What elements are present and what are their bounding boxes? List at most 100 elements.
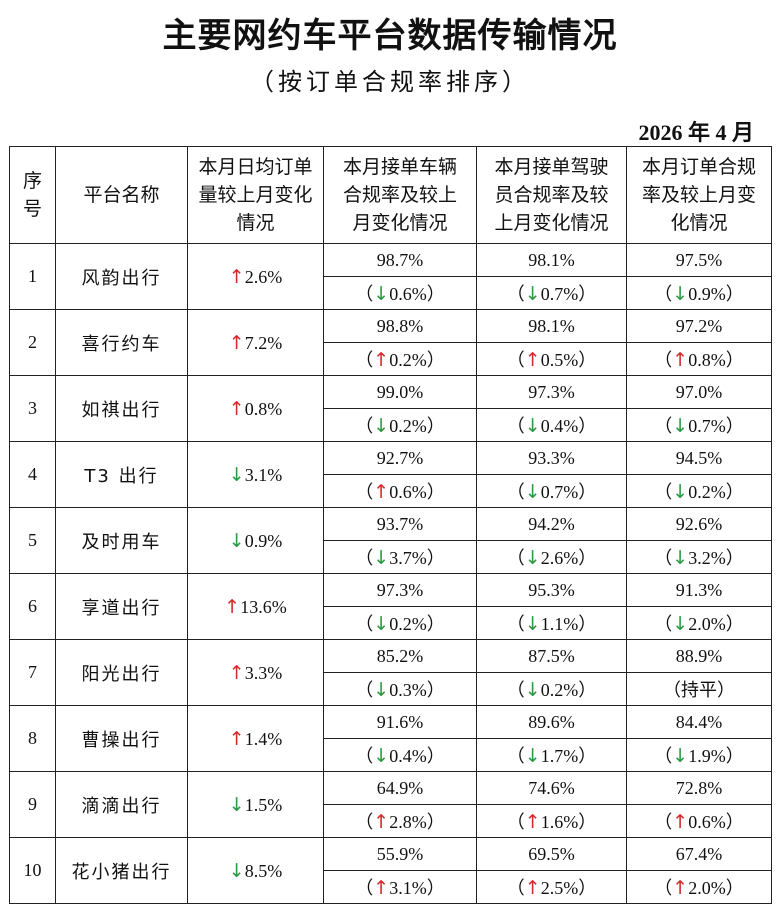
platform-name-cell: 滴滴出行	[55, 771, 188, 838]
open-paren: （	[506, 614, 525, 634]
open-paren: （	[506, 878, 525, 898]
close-paren: ）	[578, 416, 597, 436]
open-paren: （	[506, 284, 525, 304]
open-paren: （	[654, 746, 673, 766]
vehicle-change-cell: （↑2.8%）	[323, 804, 477, 838]
platform-name: 及时用车	[81, 531, 162, 553]
vehicle-rate-cell: 91.6%	[323, 705, 477, 739]
order-rate-cell: 88.9%	[626, 639, 772, 673]
driver-change-cell: （↓1.7%）	[476, 738, 627, 772]
header-seq: 序号	[9, 146, 56, 244]
platform-name-cell: 及时用车	[55, 507, 188, 574]
arrow-up-icon: ↑	[672, 877, 689, 899]
order-rate-value: 97.5%	[675, 249, 723, 270]
vehicle-change-cell: （↓0.6%）	[323, 276, 477, 310]
order-change-cell: （↓0.9%）	[626, 276, 772, 310]
order-change-value: 0.7%	[688, 416, 726, 436]
close-paren: ）	[426, 746, 445, 766]
arrow-up-icon: ↑	[373, 349, 390, 371]
daily-change-value: 1.4%	[244, 728, 283, 749]
order-rate-cell: 67.4%	[626, 837, 772, 871]
vehicle-change-value: 0.2%	[389, 416, 427, 436]
driver-rate-cell: 87.5%	[476, 639, 627, 673]
seq-cell: 4	[9, 441, 56, 508]
close-paren: ）	[725, 482, 744, 502]
order-change-cell: （↓2.0%）	[626, 606, 772, 640]
table-row: 4 T3 出行 ↓3.1% 92.7% 93.3% 94.5%	[9, 441, 772, 508]
arrow-down-icon: ↓	[524, 745, 541, 767]
table-row-change: （↓0.4%） （↓1.7%） （↓1.9%）	[10, 738, 772, 772]
open-paren: （	[654, 482, 673, 502]
header-vehicle: 本月接单车辆 合规率及较上 月变化情况	[323, 146, 477, 244]
open-paren: （	[506, 548, 525, 568]
vehicle-rate-cell: 93.7%	[323, 507, 477, 541]
vehicle-change-value: 0.2%	[389, 614, 427, 634]
open-paren: （	[355, 878, 374, 898]
open-paren: （	[506, 746, 525, 766]
driver-change-cell: （↓0.7%）	[476, 474, 627, 508]
driver-rate-value: 98.1%	[528, 315, 575, 336]
vehicle-rate-value: 92.7%	[376, 447, 424, 468]
vehicle-change-cell: （↓0.2%）	[323, 606, 477, 640]
daily-change-value: 2.6%	[244, 266, 283, 287]
driver-rate-value: 74.6%	[528, 777, 575, 798]
vehicle-change-value: 0.3%	[389, 680, 427, 700]
close-paren: ）	[725, 614, 744, 634]
driver-rate-cell: 74.6%	[476, 771, 627, 805]
open-paren: （	[355, 812, 374, 832]
open-paren: （	[663, 680, 681, 700]
vehicle-change-value: 2.8%	[389, 812, 427, 832]
platform-name: T3 出行	[84, 465, 159, 487]
seq-number: 4	[28, 464, 37, 484]
vehicle-change-value: 3.7%	[389, 548, 427, 568]
driver-rate-value: 97.3%	[528, 381, 575, 402]
vehicle-rate-cell: 98.8%	[323, 309, 477, 343]
report-date: 2026 年 4 月	[638, 120, 754, 145]
driver-rate-cell: 93.3%	[476, 441, 627, 475]
order-change-value: 0.8%	[688, 350, 726, 370]
order-rate-cell: 97.5%	[626, 243, 772, 277]
open-paren: （	[654, 614, 673, 634]
close-paren: ）	[578, 548, 597, 568]
daily-change-cell: ↓8.5%	[187, 837, 324, 904]
close-paren: ）	[725, 746, 744, 766]
driver-change-value: 1.7%	[540, 746, 579, 766]
driver-change-cell: （↑1.6%）	[476, 804, 627, 838]
driver-rate-value: 94.2%	[528, 513, 575, 534]
close-paren: ）	[426, 614, 445, 634]
driver-change-value: 0.2%	[540, 680, 579, 700]
seq-cell: 9	[9, 771, 56, 838]
vehicle-rate-cell: 85.2%	[323, 639, 477, 673]
table-row: 3 如祺出行 ↑0.8% 99.0% 97.3% 97.0%	[9, 375, 772, 442]
arrow-down-icon: ↓	[672, 547, 689, 569]
close-paren: ）	[578, 812, 597, 832]
close-paren: ）	[725, 878, 744, 898]
daily-change-cell: ↓3.1%	[187, 441, 324, 508]
order-change-cell: （↓1.9%）	[626, 738, 772, 772]
order-change-value: 0.9%	[688, 284, 726, 304]
close-paren: ）	[426, 350, 445, 370]
driver-rate-cell: 97.3%	[476, 375, 627, 409]
open-paren: （	[355, 548, 374, 568]
table-row-change: （↓0.2%） （↓1.1%） （↓2.0%）	[10, 606, 772, 640]
arrow-up-icon: ↑	[373, 877, 390, 899]
driver-rate-value: 93.3%	[528, 447, 575, 468]
header-driver: 本月接单驾驶 员合规率及较 上月变化情况	[476, 146, 627, 244]
table-header-row: 序号 平台名称 本月日均订单 量较上月变化 情况 本月接单车辆 合规率及较上 月变化情况…	[9, 146, 772, 244]
driver-rate-cell: 95.3%	[476, 573, 627, 607]
table-row: 8 曹操出行 ↑1.4% 91.6% 89.6% 84.4%	[9, 705, 772, 772]
arrow-up-icon: ↑	[524, 811, 541, 833]
driver-change-value: 2.6%	[540, 548, 579, 568]
daily-change-value: 3.1%	[244, 464, 283, 485]
close-paren: ）	[725, 416, 744, 436]
vehicle-rate-cell: 64.9%	[323, 771, 477, 805]
close-paren: ）	[578, 482, 597, 502]
daily-change-value: 13.6%	[240, 596, 287, 617]
table-row-change: （↓0.3%） （↓0.2%） （持平）	[10, 672, 772, 706]
table-row: 10 花小猪出行 ↓8.5% 55.9% 69.5% 67.4%	[9, 837, 772, 904]
driver-change-cell: （↓0.4%）	[476, 408, 627, 442]
seq-number: 6	[28, 596, 37, 616]
driver-change-cell: （↓0.7%）	[476, 276, 627, 310]
arrow-down-icon: ↓	[373, 679, 390, 701]
